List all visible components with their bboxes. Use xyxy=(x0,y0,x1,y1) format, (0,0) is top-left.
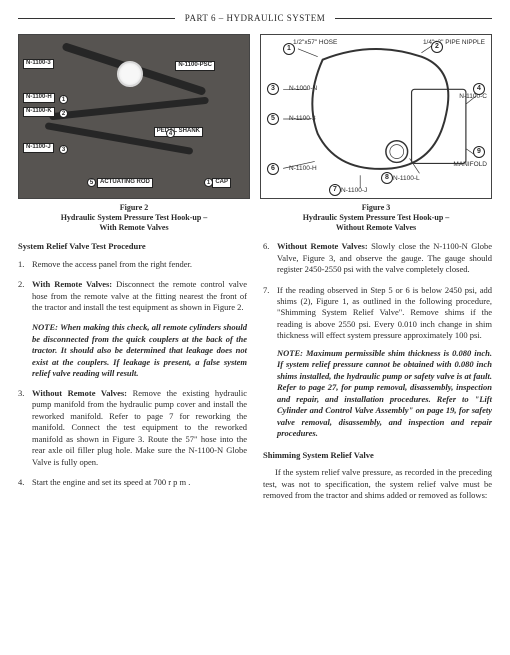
label-n1100-h: N-1100-H xyxy=(23,93,55,103)
step-4: 4. Start the engine and set its speed at… xyxy=(18,477,247,488)
step-3: 3. Without Remote Valves: Remove the exi… xyxy=(18,388,247,468)
step-2: 2. With Remote Valves: Disconnect the re… xyxy=(18,279,247,313)
caption-line: With Remote Valves xyxy=(18,223,250,233)
caption-line: Hydraulic System Pressure Test Hook-up – xyxy=(260,213,492,223)
label-text: PEDAL SHANK xyxy=(157,128,200,134)
step-num: 7. xyxy=(263,285,269,296)
label-manifold: MANIFOLD xyxy=(453,161,487,170)
label-n1100-c: N-1100-C xyxy=(459,93,487,102)
label-hose: 1/2"x57" HOSE xyxy=(293,39,337,48)
hose-shape xyxy=(49,97,209,121)
callout-5: 5 xyxy=(87,178,96,187)
label-n1100-k: N-1100-K xyxy=(23,107,55,117)
section-heading: System Relief Valve Test Procedure xyxy=(18,241,247,252)
label-n1100-j: N-1100-J xyxy=(23,143,54,153)
step-num: 2. xyxy=(18,279,24,290)
step-lead: With Remote Valves: xyxy=(32,279,112,289)
label-n1100-3: N-1100-3 xyxy=(289,115,316,124)
left-column: System Relief Valve Test Procedure 1. Re… xyxy=(18,241,247,507)
figure-3-col: 1/2"x57" HOSE 1/4"x3" PIPE NIPPLE N-1000… xyxy=(260,34,492,233)
caption-line: Figure 2 xyxy=(18,203,250,213)
right-column: 6. Without Remote Valves: Slowly close t… xyxy=(263,241,492,507)
figure-2-image: N-1100-3 N-1100-PSC N-1100-H N-1100-K N-… xyxy=(18,34,250,199)
note-block: NOTE: When making this check, all remote… xyxy=(32,322,247,379)
step-1: 1. Remove the access panel from the righ… xyxy=(18,259,247,270)
page-header: PART 6 – HYDRAULIC SYSTEM xyxy=(18,12,492,24)
procedure-list-left-2: 3. Without Remote Valves: Remove the exi… xyxy=(18,388,247,489)
step-text: Remove the existing hydraulic pump manif… xyxy=(32,388,247,467)
step-text: If the reading observed in Step 5 or 6 i… xyxy=(277,285,492,341)
step-lead: Without Remote Valves: xyxy=(32,388,127,398)
note-block: NOTE: Maximum permissible shim thickness… xyxy=(277,348,492,440)
section-heading-2: Shimming System Relief Valve xyxy=(263,450,492,461)
step-num: 4. xyxy=(18,477,24,488)
label-pedal-shank: PEDAL SHANK xyxy=(154,127,203,137)
body-columns: System Relief Valve Test Procedure 1. Re… xyxy=(18,241,492,507)
callout-3: 3 xyxy=(59,145,68,154)
label-n1100-j: N-1100-J xyxy=(341,187,367,196)
figure-2-caption: Figure 2 Hydraulic System Pressure Test … xyxy=(18,203,250,233)
step-6: 6. Without Remote Valves: Slowly close t… xyxy=(263,241,492,275)
label-n1100-l: N-1100-L xyxy=(393,175,420,184)
label-n1100-h: N-1100-H xyxy=(289,165,317,174)
figure-3-diagram: 1/2"x57" HOSE 1/4"x3" PIPE NIPPLE N-1000… xyxy=(260,34,492,199)
rule-left xyxy=(18,18,175,19)
callout-1: 1 xyxy=(59,95,68,104)
label-cap: CAP xyxy=(212,178,231,188)
step-lead: Without Remote Valves: xyxy=(277,241,368,251)
label-actuating-rod: ACTUATING ROD xyxy=(97,178,153,188)
step-num: 6. xyxy=(263,241,269,252)
label-n1000-n: N-1000-N xyxy=(289,85,317,94)
procedure-list-right: 6. Without Remote Valves: Slowly close t… xyxy=(263,241,492,440)
figure-3-caption: Figure 3 Hydraulic System Pressure Test … xyxy=(260,203,492,233)
paragraph: If the system relief valve pressure, as … xyxy=(263,467,492,501)
rule-right xyxy=(335,18,492,19)
caption-line: Without Remote Valves xyxy=(260,223,492,233)
header-title: PART 6 – HYDRAULIC SYSTEM xyxy=(175,12,335,24)
caption-line: Figure 3 xyxy=(260,203,492,213)
label-n1100-3: N-1100-3 xyxy=(23,59,54,69)
step-7: 7. If the reading observed in Step 5 or … xyxy=(263,285,492,440)
procedure-list-left: 1. Remove the access panel from the righ… xyxy=(18,259,247,314)
step-num: 3. xyxy=(18,388,24,399)
step-text: Remove the access panel from the right f… xyxy=(32,259,192,269)
step-text: Start the engine and set its speed at 70… xyxy=(32,477,190,487)
label-n1100-psc: N-1100-PSC xyxy=(175,61,215,71)
pressure-gauge-icon xyxy=(117,61,143,87)
step-num: 1. xyxy=(18,259,24,270)
figure-2-col: N-1100-3 N-1100-PSC N-1100-H N-1100-K N-… xyxy=(18,34,250,233)
figures-row: N-1100-3 N-1100-PSC N-1100-H N-1100-K N-… xyxy=(18,34,492,233)
caption-line: Hydraulic System Pressure Test Hook-up – xyxy=(18,213,250,223)
